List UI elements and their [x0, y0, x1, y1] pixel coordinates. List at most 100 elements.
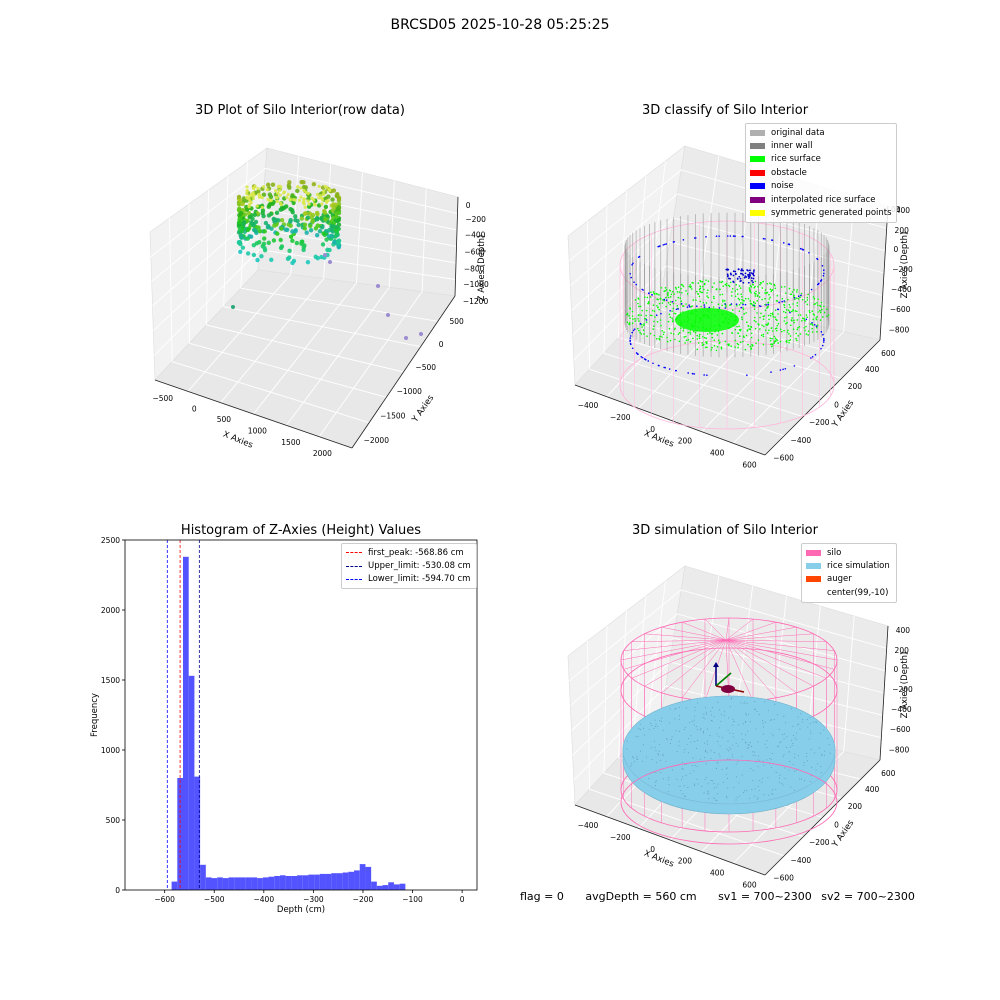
plot4-rice-point	[634, 761, 636, 763]
plot4-silo-roof-line	[682, 621, 727, 641]
plot2-rice-surface-point	[707, 280, 710, 282]
plot1-point	[255, 257, 260, 263]
plot2-rice-surface-point	[667, 302, 670, 304]
plot4-rice-point	[723, 714, 725, 716]
plot4-rice-point	[784, 767, 786, 769]
plot2-rice-surface-point	[631, 322, 634, 325]
plot4-rice-point	[745, 720, 747, 722]
plot2-noise-point	[732, 280, 735, 283]
plot2-rice-surface-point	[816, 331, 818, 333]
plot4-rice-point	[789, 746, 791, 748]
plot2-noise-point	[805, 318, 808, 321]
plot4-rice-point	[696, 778, 698, 780]
plot2-noise-point	[641, 356, 644, 359]
plot2-rice-surface-point	[639, 305, 642, 308]
hist-y-axis-label: Frequency	[90, 693, 100, 737]
hist-bar	[285, 876, 292, 890]
plot2-rice-surface-point	[705, 341, 707, 343]
plot2-point-cloud	[619, 212, 835, 430]
plot2-noise-point	[739, 277, 742, 280]
plot2-rice-surface-point	[775, 329, 778, 332]
plot4-rice-point	[665, 738, 667, 740]
plot2-rice-surface-point	[770, 327, 773, 329]
plot2-rice-surface-point	[727, 343, 729, 346]
plot4-y-tick-label: 0	[834, 821, 839, 830]
plot2-noise-point	[629, 273, 632, 275]
plot2-rice-surface-point	[647, 302, 649, 305]
plot2-rice-surface-point	[738, 285, 741, 287]
plot2-rice-surface-point	[698, 337, 701, 340]
plot2-rice-surface-point	[659, 297, 662, 300]
plot2-rice-surface-point	[788, 333, 790, 335]
plot1-point	[302, 188, 306, 193]
plot4-rice-point	[761, 782, 763, 784]
plot2-rice-surface-point	[666, 336, 668, 339]
plot2-rice-surface-point	[746, 321, 748, 324]
plot2-rice-surface-point	[725, 284, 728, 287]
plot2-rice-surface-point	[756, 312, 758, 314]
plot1-point	[295, 188, 300, 194]
plot2-noise-point	[788, 243, 791, 246]
plot1-z-tick-label: −1000	[463, 280, 489, 289]
plot4-z-tick-label: 0	[893, 665, 898, 674]
plot4-rice-point	[655, 723, 657, 725]
plot2-rice-surface-point	[776, 300, 779, 302]
plot4-rice-point	[803, 764, 805, 766]
plot2-rice-surface-point	[696, 334, 698, 337]
plot2-rice-surface-point	[706, 333, 709, 335]
plot4-rice-point	[783, 754, 785, 756]
plot2-rice-surface-point	[750, 336, 753, 339]
plot2-rice-surface-point	[713, 282, 715, 284]
plot2-rice-surface-point	[730, 345, 732, 348]
plot2-rice-surface-point	[791, 319, 793, 322]
plot1-point	[247, 214, 253, 220]
plot2-rice-surface-point	[711, 286, 714, 288]
plot4-rice-point	[752, 780, 754, 782]
plot2-noise-point	[637, 353, 639, 355]
plot2-rice-surface-point	[750, 325, 752, 328]
plot1-x-tick-label: 1000	[248, 426, 267, 435]
plot2-noise-point	[744, 272, 747, 275]
plot2-rice-surface-point	[718, 342, 721, 344]
plot4-rice-point	[806, 718, 808, 720]
plot2-rice-surface-point	[669, 339, 672, 342]
plot2-noise-point	[730, 273, 732, 276]
legend-entry: center(99,-10)	[806, 586, 892, 599]
plot2-noise-point	[657, 364, 660, 367]
hist-y-tick-label: 2500	[101, 536, 120, 545]
plot2-rice-surface-point	[634, 318, 636, 320]
plot2-noise-point	[642, 289, 644, 291]
plot1-point	[331, 188, 337, 193]
plot4-silo-roof-line	[725, 639, 814, 687]
plot1-point	[300, 239, 305, 244]
plot4-rice-point	[792, 742, 794, 744]
plot4-rice-point	[797, 723, 799, 725]
plot4-rice-point	[742, 723, 744, 725]
plot2-rice-surface-point	[797, 314, 800, 316]
plot2-rice-surface-point	[720, 347, 723, 350]
plot2-noise-point	[688, 304, 690, 306]
plot4-rice-point	[756, 711, 758, 713]
plot4-rice-point	[713, 751, 715, 753]
plot2-noise-point	[814, 353, 817, 356]
plot4-rice-point	[654, 725, 656, 727]
plot2-rice-surface-point	[702, 285, 704, 288]
plot4-rice-point	[706, 777, 708, 779]
plot2-rice-surface-point	[734, 328, 737, 331]
plot1-outlier-point	[376, 284, 380, 288]
plot2-rice-surface-point	[808, 310, 811, 312]
plot4-rice-point	[662, 755, 664, 757]
plot2-rice-surface-point	[796, 328, 799, 331]
plot2-noise-point	[703, 374, 705, 376]
plot4-y-tick-label: 600	[881, 769, 896, 778]
plot2-rice-surface-point	[712, 306, 715, 308]
plot2-rice-surface-point	[694, 331, 697, 334]
plot2-rice-surface-point	[809, 311, 811, 314]
plot2-noise-point	[802, 248, 804, 251]
plot4-rice-point	[732, 744, 734, 746]
plot4-rice-point	[654, 785, 656, 787]
plot4-rice-point	[779, 777, 781, 779]
plot4-rice-point	[662, 729, 664, 731]
plot4-rice-point	[710, 779, 712, 781]
plot4-rice-point	[803, 762, 805, 764]
